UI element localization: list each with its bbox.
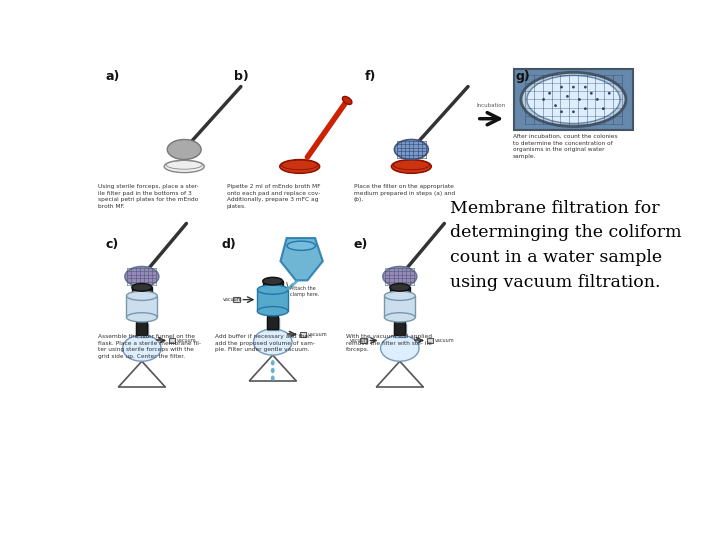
Ellipse shape [521,72,626,126]
Ellipse shape [164,160,204,173]
Ellipse shape [381,335,419,361]
FancyBboxPatch shape [384,296,415,318]
FancyArrowPatch shape [480,112,500,125]
Text: Add buffer if necessary and then
add the proposed volume of sam-
ple. Filter und: Add buffer if necessary and then add the… [215,334,315,353]
Ellipse shape [279,159,320,173]
Ellipse shape [125,267,159,287]
Text: Using sterile forceps, place a ster-
ile filter pad in the bottoms of 3
special : Using sterile forceps, place a ster- ile… [98,184,199,209]
Ellipse shape [527,76,620,124]
Circle shape [584,107,587,110]
Circle shape [578,98,581,101]
Ellipse shape [127,313,157,322]
Text: e): e) [354,238,368,251]
FancyBboxPatch shape [132,287,152,296]
FancyBboxPatch shape [514,69,633,130]
FancyBboxPatch shape [360,338,367,343]
Polygon shape [281,238,323,280]
FancyBboxPatch shape [137,316,148,335]
Circle shape [548,92,551,94]
Text: Assemble the filter funnel on the
flask. Place a sterile membrane fil-
ter using: Assemble the filter funnel on the flask.… [98,334,201,359]
Ellipse shape [383,267,417,287]
Text: Place the filter on the appropriate
medium prepared in steps (a) and
(b).: Place the filter on the appropriate medi… [354,184,455,202]
Text: Pipette 2 ml of mEndo broth MF
onto each pad and replace cov-
Additionally, prep: Pipette 2 ml of mEndo broth MF onto each… [227,184,320,209]
Text: Membrane filtration for
determinging the coliform
count in a water sample
using : Membrane filtration for determinging the… [450,200,681,291]
Ellipse shape [127,291,157,300]
FancyBboxPatch shape [127,296,157,318]
Circle shape [554,104,557,107]
Ellipse shape [384,313,415,322]
Ellipse shape [384,291,415,300]
Circle shape [560,110,563,113]
Ellipse shape [392,159,431,173]
FancyBboxPatch shape [390,287,410,296]
Ellipse shape [343,97,352,104]
FancyBboxPatch shape [233,298,240,302]
Text: Attach the
clamp here.: Attach the clamp here. [289,286,319,297]
Text: vacuum: vacuum [176,338,196,343]
Ellipse shape [257,307,288,316]
FancyBboxPatch shape [168,338,175,343]
Circle shape [602,107,605,110]
FancyBboxPatch shape [263,281,283,291]
Ellipse shape [122,335,161,361]
Polygon shape [285,280,300,289]
Circle shape [584,86,587,89]
Text: c): c) [106,238,119,251]
Ellipse shape [271,360,274,366]
FancyBboxPatch shape [135,325,148,336]
Ellipse shape [132,284,152,291]
FancyBboxPatch shape [257,289,288,311]
Text: Incubation: Incubation [477,103,506,109]
Text: f): f) [365,70,377,83]
Text: With the vacuum still applied
remove the filter with ste- ile
forceps.: With the vacuum still applied remove the… [346,334,432,353]
FancyBboxPatch shape [267,310,278,329]
Ellipse shape [263,278,283,285]
Ellipse shape [395,139,428,159]
Circle shape [572,86,575,89]
Text: d): d) [221,238,236,251]
Circle shape [566,95,569,98]
Circle shape [560,86,563,89]
Text: a): a) [106,70,120,83]
Text: g): g) [516,70,530,83]
Ellipse shape [167,139,201,159]
Ellipse shape [271,375,274,381]
Ellipse shape [253,329,292,355]
Circle shape [608,92,611,94]
FancyBboxPatch shape [394,325,406,336]
FancyBboxPatch shape [300,332,306,336]
FancyBboxPatch shape [395,316,405,335]
FancyBboxPatch shape [427,338,433,343]
Circle shape [542,98,545,101]
Text: After incubation, count the colonies
to determine the concentration of
organisms: After incubation, count the colonies to … [513,134,618,159]
Ellipse shape [390,284,410,291]
Ellipse shape [271,368,274,373]
FancyBboxPatch shape [266,318,279,330]
Ellipse shape [257,285,288,294]
Ellipse shape [287,241,315,251]
Text: vacuum: vacuum [350,338,369,343]
Circle shape [572,110,575,113]
Circle shape [590,92,593,94]
Text: vacuum: vacuum [307,332,327,337]
Circle shape [596,98,599,101]
Text: vacuum: vacuum [222,297,243,302]
Text: vacuum: vacuum [434,338,454,343]
Text: b): b) [234,70,249,83]
